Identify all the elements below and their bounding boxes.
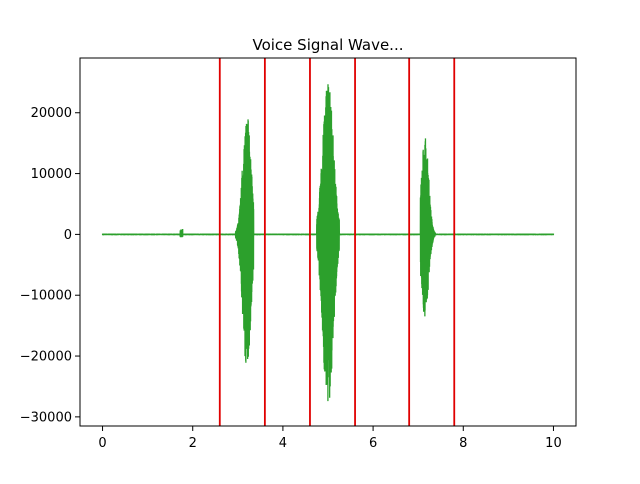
plot-frame bbox=[79, 57, 577, 427]
x-tick-label-1: 2 bbox=[189, 436, 197, 451]
plot-area: 0 2 4 6 8 10 −30000 −20000 −10000 0 10000 20000 bbox=[20, 57, 577, 451]
y-tick-label-5: 20000 bbox=[31, 106, 72, 121]
x-tick-label-2: 4 bbox=[279, 436, 287, 451]
y-tick-label-2: −10000 bbox=[20, 289, 72, 304]
signal-wave-line bbox=[101, 84, 555, 402]
x-tick-label-0: 0 bbox=[98, 436, 106, 451]
y-tick-label-4: 10000 bbox=[31, 167, 72, 182]
y-tick-label-3: 0 bbox=[64, 228, 72, 243]
y-tick-label-0: −30000 bbox=[20, 410, 72, 425]
x-tick-label-5: 10 bbox=[545, 436, 562, 451]
chart-title: Voice Signal Wave... bbox=[252, 36, 403, 54]
x-tick-label-3: 6 bbox=[369, 436, 377, 451]
x-tick-label-4: 8 bbox=[459, 436, 467, 451]
y-tick-label-1: −20000 bbox=[20, 350, 72, 365]
